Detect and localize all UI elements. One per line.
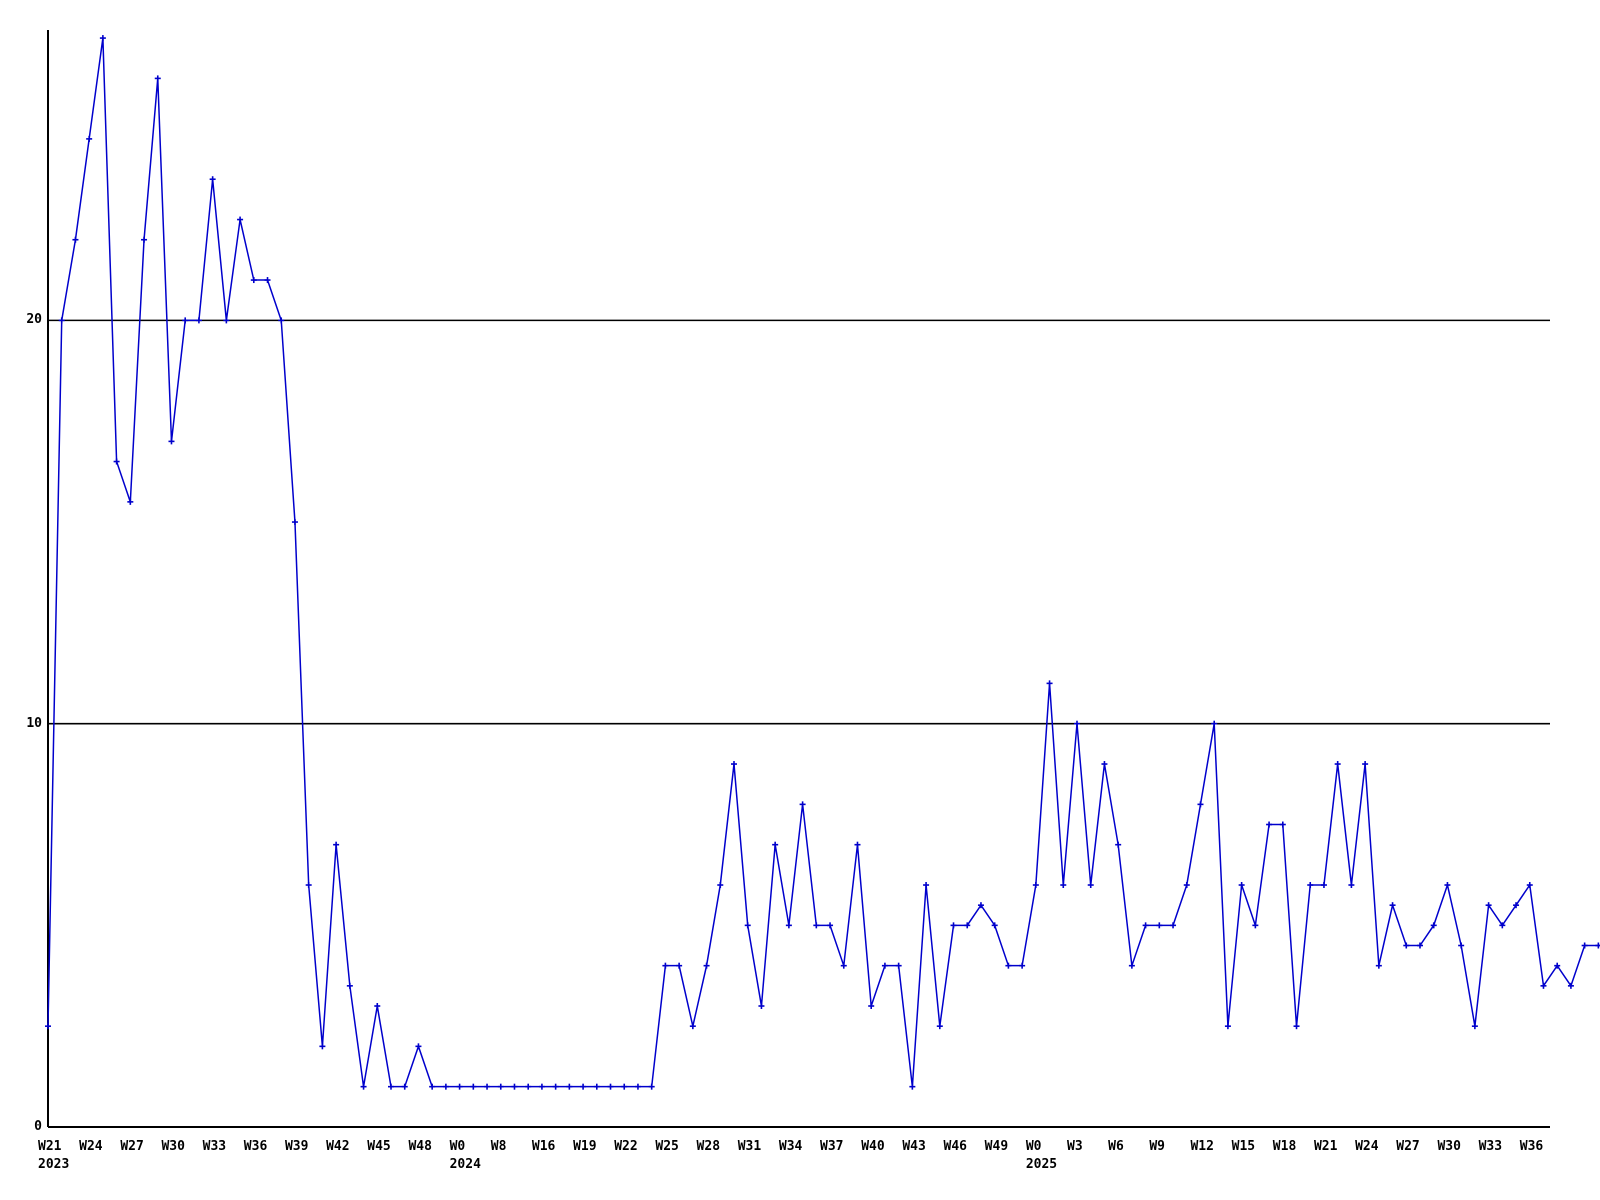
x-tick-label: W39 [284,1139,309,1154]
x-tick-label: W8 [490,1139,507,1154]
x-tick-label: W12 [1190,1139,1214,1154]
x-tick-label: W33 [202,1139,227,1154]
x-tick-label: W19 [573,1139,597,1154]
x-tick-label: W43 [902,1139,926,1154]
x-tick-label: W15 [1231,1139,1256,1154]
x-tick-label: W45 [367,1139,391,1154]
x-tick-year-label: 2023 [38,1157,70,1172]
x-tick-label: W24 [79,1139,103,1154]
x-tick-label: W30 [1437,1139,1461,1154]
gridlines [48,319,1550,725]
x-tick-year-label: 2024 [449,1157,481,1172]
x-tick-label: W30 [161,1139,185,1154]
y-tick-label: 0 [34,1119,42,1134]
x-tick-label: W27 [120,1139,144,1154]
x-tick-label: W25 [655,1139,679,1154]
x-tick-label: W46 [943,1139,967,1154]
x-tick-label: W9 [1149,1139,1165,1154]
x-tick-label: W34 [778,1139,803,1154]
x-tick-label: W0 [449,1139,466,1154]
data-point-markers [45,35,1600,1090]
x-tick-label: W40 [861,1139,885,1154]
x-tick-label: W27 [1396,1139,1420,1154]
x-tick-label: W24 [1355,1139,1379,1154]
x-tick-label: W6 [1108,1139,1124,1154]
x-tick-label: W31 [737,1139,762,1154]
data-series-line [47,37,1600,1088]
axis-lines [47,30,1550,1128]
x-tick-label: W18 [1272,1139,1297,1154]
x-tick-label: W37 [820,1139,844,1154]
x-tick-label: W48 [408,1139,432,1154]
y-tick-label: 10 [26,715,42,731]
x-tick-label: W21 [1313,1139,1338,1154]
y-tick-label: 20 [26,312,42,328]
x-tick-label: W21 [38,1139,62,1154]
x-tick-label: W3 [1067,1139,1083,1154]
x-tick-label: W0 [1025,1139,1042,1154]
x-tick-label: W28 [696,1139,721,1154]
x-tick-label: W16 [531,1139,556,1154]
x-tick-year-label: 2025 [1025,1157,1058,1172]
x-tick-label: W22 [614,1139,638,1154]
x-tick-label: W33 [1478,1139,1503,1154]
x-tick-label: W36 [243,1139,268,1154]
x-tick-label: W42 [326,1139,350,1154]
x-tick-label: W36 [1519,1139,1544,1154]
x-tick-label: W49 [984,1139,1009,1154]
